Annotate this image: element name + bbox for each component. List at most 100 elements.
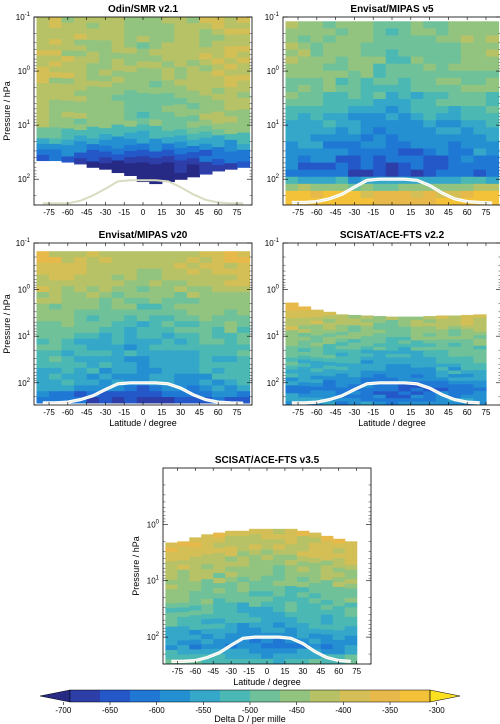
heatmap-cell [213, 623, 226, 630]
heatmap-cell [136, 35, 150, 43]
heatmap-cell [335, 391, 349, 396]
heatmap-cell [435, 360, 449, 365]
heatmap-cell [186, 268, 200, 276]
heatmap-cell [124, 47, 138, 55]
heatmap-cell [136, 86, 150, 94]
heatmap-cell [224, 350, 238, 357]
heatmap-cell [237, 530, 250, 537]
heatmap-cell [460, 370, 475, 375]
heatmap-cell [74, 129, 88, 137]
heatmap-cell [86, 303, 100, 311]
heatmap-cell [473, 91, 487, 100]
heatmap-cell [410, 316, 424, 321]
heatmap-cell [249, 638, 262, 644]
heatmap-cell [261, 601, 274, 608]
heatmap-cell [360, 49, 374, 58]
heatmap-cell [49, 338, 63, 346]
heatmap-cell [348, 342, 362, 347]
heatmap-cell [448, 162, 462, 171]
heatmap-cell [174, 367, 188, 375]
heatmap-cell [124, 163, 138, 170]
heatmap-cell [435, 384, 449, 389]
heatmap-cell [285, 338, 299, 343]
heatmap-cell [398, 99, 412, 107]
heatmap-cell [308, 583, 322, 589]
heatmap-cell [360, 315, 374, 320]
heatmap-cell [174, 141, 188, 149]
heatmap-cell [261, 580, 274, 587]
heatmap-cell [332, 606, 346, 612]
heatmap-cell [261, 549, 274, 556]
heatmap-cell [261, 653, 274, 660]
heatmap-cell [86, 86, 100, 93]
heatmap-cell [174, 309, 188, 316]
heatmap-cell [225, 612, 238, 619]
heatmap-cell [348, 359, 362, 365]
heatmap-cell [298, 169, 312, 178]
heatmap-cell [49, 274, 63, 281]
heatmap-cell [49, 50, 63, 57]
heatmap-cell [224, 46, 238, 53]
heatmap-cell [360, 336, 374, 341]
heatmap-cell [360, 329, 374, 334]
heatmap-cell [285, 326, 299, 331]
heatmap-cell [111, 373, 125, 381]
heatmap-cell [284, 544, 298, 551]
heatmap-cell [308, 593, 322, 599]
heatmap-cell [249, 606, 262, 613]
y-tick-base: 10 [267, 379, 276, 388]
heatmap-cell [189, 547, 202, 553]
heatmap-cell [186, 257, 200, 264]
heatmap-cell [161, 118, 175, 126]
heatmap-cell [435, 332, 449, 337]
heatmap-cell [189, 561, 202, 568]
heatmap-cell [373, 35, 387, 44]
heatmap-cell [161, 385, 175, 392]
heatmap-cell [310, 386, 324, 391]
y-tick-base: 10 [147, 633, 156, 642]
heatmap-cell [174, 373, 188, 381]
heatmap-cell [373, 384, 387, 389]
heatmap-cell [74, 373, 88, 381]
heatmap-cell [308, 613, 322, 620]
heatmap-cell [161, 111, 175, 119]
x-tick-label: 30 [176, 408, 185, 417]
heatmap-cell [61, 303, 75, 311]
heatmap-cell [174, 257, 188, 264]
heatmap-cell [272, 653, 286, 660]
heatmap-cell [335, 28, 349, 37]
heatmap-cell [49, 110, 63, 117]
heatmap-cell [335, 352, 349, 357]
heatmap-cell [423, 377, 437, 382]
y-tick-label: 100 [18, 285, 31, 295]
heatmap-cell [298, 56, 312, 65]
heatmap-cell [36, 344, 50, 351]
heatmap-cell [398, 56, 412, 65]
heatmap-cell [385, 169, 399, 178]
colorbar-swatch [340, 690, 371, 702]
heatmap-cell [373, 77, 387, 86]
heatmap-cell [360, 322, 374, 327]
heatmap-cell [177, 645, 190, 651]
heatmap-cell [189, 654, 202, 660]
heatmap-cell [99, 274, 113, 281]
heatmap-cell [61, 356, 75, 363]
heatmap-cell [177, 574, 190, 580]
heatmap-cell [124, 126, 138, 134]
heatmap-cell [373, 141, 387, 150]
heatmap-cell [36, 280, 50, 287]
heatmap-cell [320, 585, 334, 591]
heatmap-cell [225, 571, 238, 578]
heatmap-cell [74, 367, 88, 375]
heatmap-cell [99, 338, 113, 346]
heatmap-cell [332, 644, 346, 651]
heatmap-cell [174, 123, 188, 130]
heatmap-cell [385, 49, 399, 58]
heatmap-cell [298, 49, 312, 58]
heatmap-cell [149, 100, 163, 108]
heatmap-cell [373, 377, 387, 382]
heatmap-cell [124, 344, 138, 351]
heatmap-cell [111, 148, 125, 156]
heatmap-cell [86, 109, 100, 116]
heatmap-cell [448, 315, 462, 320]
